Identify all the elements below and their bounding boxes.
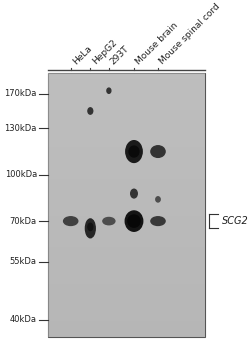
- Ellipse shape: [88, 223, 92, 231]
- Bar: [48, 126, 204, 131]
- Text: 293T: 293T: [108, 44, 131, 66]
- Bar: [48, 237, 204, 242]
- Bar: [48, 232, 204, 237]
- Bar: [48, 116, 204, 121]
- Bar: [48, 311, 204, 316]
- Bar: [48, 147, 204, 152]
- Bar: [48, 253, 204, 258]
- Bar: [48, 79, 204, 84]
- Text: 100kDa: 100kDa: [4, 170, 37, 179]
- Bar: [48, 205, 204, 210]
- Bar: [48, 174, 204, 179]
- Ellipse shape: [102, 217, 115, 225]
- Bar: [48, 84, 204, 89]
- Ellipse shape: [155, 197, 160, 202]
- Text: HepG2: HepG2: [90, 38, 118, 66]
- Bar: [48, 158, 204, 163]
- Bar: [48, 179, 204, 184]
- Text: SCG2: SCG2: [222, 216, 248, 226]
- Text: Mouse spinal cord: Mouse spinal cord: [157, 2, 221, 66]
- Bar: [48, 274, 204, 279]
- Bar: [48, 300, 204, 305]
- Ellipse shape: [150, 217, 164, 225]
- Bar: [48, 110, 204, 116]
- Bar: [48, 263, 204, 268]
- Bar: [48, 316, 204, 321]
- Bar: [48, 163, 204, 168]
- Bar: [48, 242, 204, 247]
- Text: 130kDa: 130kDa: [4, 124, 37, 133]
- Bar: [48, 327, 204, 332]
- Bar: [48, 258, 204, 263]
- Bar: [48, 189, 204, 195]
- Bar: [48, 131, 204, 136]
- Ellipse shape: [150, 146, 164, 158]
- Ellipse shape: [106, 88, 110, 93]
- Bar: [48, 121, 204, 126]
- Bar: [48, 210, 204, 216]
- Bar: [48, 221, 204, 226]
- Bar: [48, 200, 204, 205]
- Bar: [48, 321, 204, 327]
- Bar: [48, 289, 204, 295]
- Bar: [48, 142, 204, 147]
- Bar: [48, 332, 204, 337]
- Bar: [48, 268, 204, 274]
- Bar: [48, 100, 204, 105]
- Ellipse shape: [85, 219, 95, 238]
- Bar: [48, 226, 204, 232]
- Bar: [48, 136, 204, 142]
- Ellipse shape: [127, 215, 140, 227]
- Ellipse shape: [88, 108, 92, 114]
- Ellipse shape: [130, 189, 137, 198]
- Bar: [48, 247, 204, 253]
- Ellipse shape: [125, 211, 142, 231]
- Ellipse shape: [128, 146, 138, 157]
- Bar: [48, 105, 204, 110]
- Text: 55kDa: 55kDa: [10, 257, 37, 266]
- Text: 170kDa: 170kDa: [4, 89, 37, 98]
- Ellipse shape: [125, 141, 142, 162]
- Text: Mouse brain: Mouse brain: [134, 20, 179, 66]
- Bar: [48, 168, 204, 174]
- Ellipse shape: [63, 217, 78, 225]
- Bar: [48, 195, 204, 200]
- Text: HeLa: HeLa: [70, 43, 93, 66]
- Bar: [48, 216, 204, 221]
- Bar: [48, 94, 204, 100]
- Bar: [48, 89, 204, 94]
- Bar: [48, 184, 204, 189]
- Bar: [48, 152, 204, 158]
- Bar: [48, 73, 204, 79]
- Text: 70kDa: 70kDa: [10, 217, 37, 226]
- Bar: [48, 284, 204, 289]
- Bar: [48, 279, 204, 284]
- Bar: [48, 295, 204, 300]
- Bar: [48, 73, 204, 337]
- Bar: [48, 305, 204, 311]
- Text: 40kDa: 40kDa: [10, 315, 37, 324]
